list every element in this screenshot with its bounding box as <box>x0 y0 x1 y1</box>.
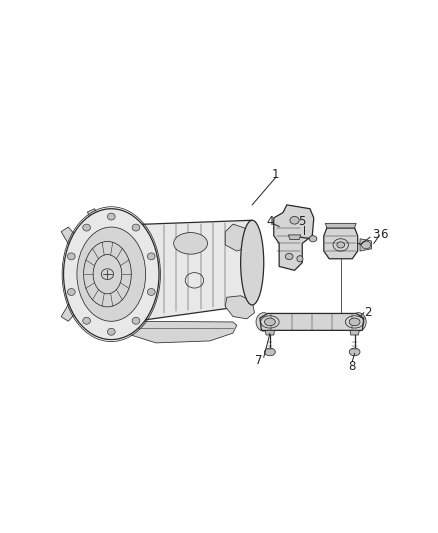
Ellipse shape <box>265 318 276 326</box>
Text: 7: 7 <box>254 354 262 367</box>
Ellipse shape <box>132 224 140 231</box>
Ellipse shape <box>349 318 360 326</box>
Polygon shape <box>88 209 102 227</box>
Ellipse shape <box>107 328 115 335</box>
Ellipse shape <box>337 242 345 248</box>
Text: 5: 5 <box>299 215 306 228</box>
Polygon shape <box>61 301 78 321</box>
Polygon shape <box>61 227 78 248</box>
Ellipse shape <box>107 213 115 220</box>
Ellipse shape <box>297 256 303 262</box>
Ellipse shape <box>148 288 155 295</box>
Text: 2: 2 <box>364 306 371 319</box>
Ellipse shape <box>351 313 366 331</box>
Ellipse shape <box>256 313 272 331</box>
Polygon shape <box>265 330 275 335</box>
Polygon shape <box>225 296 254 319</box>
Ellipse shape <box>67 253 75 260</box>
Polygon shape <box>129 321 237 343</box>
Ellipse shape <box>64 209 159 340</box>
Polygon shape <box>260 313 364 330</box>
Polygon shape <box>225 224 252 251</box>
Polygon shape <box>288 235 301 239</box>
Ellipse shape <box>83 224 90 231</box>
Ellipse shape <box>290 216 299 224</box>
Text: 1: 1 <box>272 167 279 181</box>
Ellipse shape <box>349 348 360 356</box>
Ellipse shape <box>309 236 317 242</box>
Polygon shape <box>325 223 356 228</box>
Ellipse shape <box>83 317 90 324</box>
Ellipse shape <box>361 241 371 249</box>
Ellipse shape <box>285 253 293 260</box>
Text: 6: 6 <box>380 228 388 240</box>
Polygon shape <box>274 205 314 270</box>
Ellipse shape <box>173 232 208 254</box>
Ellipse shape <box>67 288 75 295</box>
Polygon shape <box>360 239 371 251</box>
Ellipse shape <box>265 348 276 356</box>
Text: 4: 4 <box>266 215 274 228</box>
Polygon shape <box>120 220 252 323</box>
Ellipse shape <box>240 220 264 305</box>
Text: 3: 3 <box>372 228 379 240</box>
Ellipse shape <box>132 317 140 324</box>
Polygon shape <box>324 228 358 259</box>
Ellipse shape <box>77 227 146 321</box>
Text: 8: 8 <box>349 360 356 373</box>
Ellipse shape <box>148 253 155 260</box>
Polygon shape <box>350 330 359 335</box>
Ellipse shape <box>101 269 113 280</box>
